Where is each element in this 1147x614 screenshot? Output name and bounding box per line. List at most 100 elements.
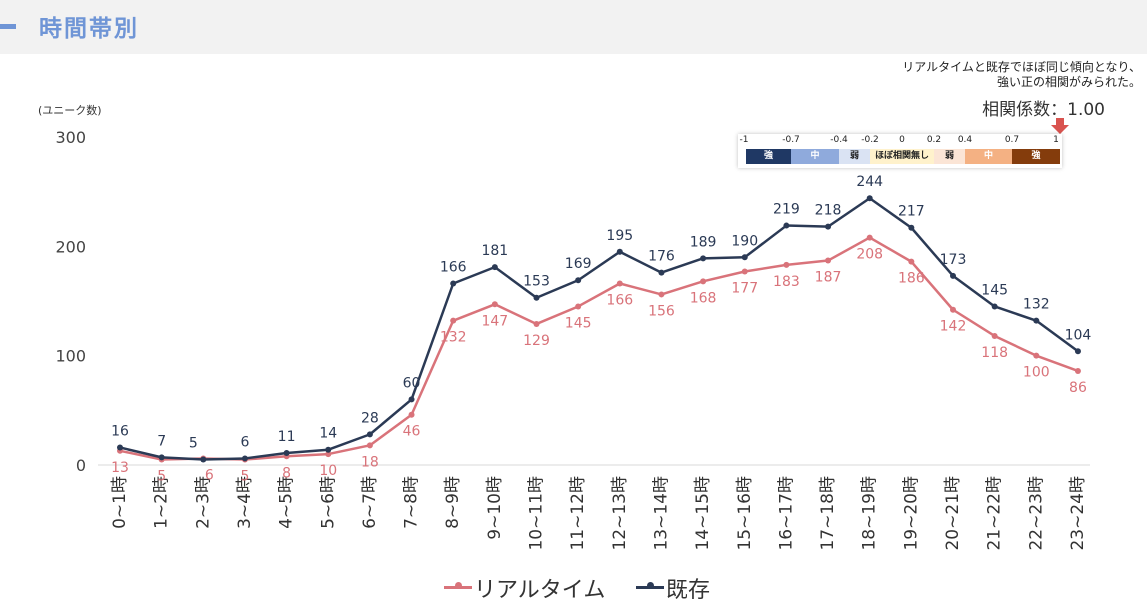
data-label-realtime: 132 [440, 330, 467, 346]
data-label-realtime: 86 [1069, 380, 1087, 396]
data-label-existing: 219 [773, 202, 800, 218]
x-tick-label: 12~13時 [610, 476, 630, 551]
data-label-existing: 176 [648, 249, 675, 265]
data-label-existing: 181 [481, 243, 508, 259]
x-tick-label: 0~1時 [110, 476, 130, 529]
scale-tick-label: 0.7 [1004, 135, 1020, 145]
data-point-realtime [825, 257, 832, 264]
x-tick-label: 23~24時 [1068, 476, 1088, 551]
data-point-existing [658, 269, 665, 276]
x-tick-label: 1~2時 [152, 476, 172, 529]
data-point-realtime [700, 278, 707, 285]
data-label-existing: 244 [856, 174, 883, 190]
data-point-realtime [366, 442, 373, 449]
data-point-existing [1033, 317, 1040, 324]
scale-tick-label: 0 [899, 135, 905, 145]
data-point-existing [950, 272, 956, 279]
data-label-realtime: 46 [403, 424, 421, 440]
scale-segment: ほぼ相関無し [870, 149, 934, 164]
y-tick-label: 300 [55, 128, 86, 147]
y-tick-label: 100 [55, 347, 86, 366]
scale-segment: 中 [791, 149, 839, 164]
scale-segment: 弱 [934, 149, 965, 164]
data-label-realtime: 145 [565, 315, 592, 331]
data-label-existing: 218 [815, 203, 842, 219]
data-point-existing [117, 444, 123, 451]
data-point-existing [241, 455, 248, 462]
data-point-realtime [575, 303, 582, 310]
data-point-realtime [491, 301, 498, 308]
data-point-realtime [1074, 367, 1081, 374]
data-point-existing [325, 446, 332, 453]
header-accent-bar [0, 24, 16, 29]
data-label-existing: 6 [240, 434, 249, 450]
data-label-existing: 14 [319, 426, 337, 442]
data-label-realtime: 129 [523, 333, 550, 349]
data-point-realtime [450, 317, 457, 324]
data-label-realtime: 8 [282, 465, 291, 481]
legend-marker-realtime [455, 582, 462, 589]
data-label-existing: 60 [403, 375, 421, 391]
y-tick-label: 0 [76, 456, 86, 475]
scale-tick-label: -0.2 [861, 135, 879, 145]
x-tick-label: 19~20時 [901, 476, 921, 551]
data-label-realtime: 6 [205, 467, 214, 483]
data-label-realtime: 10 [319, 463, 337, 479]
scale-tick-label: 0.4 [957, 135, 973, 145]
scale-tick-label: -1 [739, 135, 749, 145]
data-label-realtime: 186 [898, 271, 925, 287]
scale-segment: 強 [746, 149, 791, 164]
correlation-value: 相関係数：1.00 [982, 100, 1105, 120]
scale-segment: 中 [965, 149, 1012, 164]
data-point-existing [575, 277, 582, 284]
x-tick-label: 11~12時 [568, 476, 588, 551]
scale-tick-label: -0.4 [830, 135, 848, 145]
data-point-existing [283, 449, 290, 456]
data-point-realtime [908, 258, 915, 265]
data-point-existing [450, 280, 457, 287]
data-label-realtime: 183 [773, 274, 800, 290]
data-label-existing: 132 [1023, 297, 1050, 313]
data-label-existing: 166 [440, 260, 467, 276]
data-label-existing: 173 [940, 252, 967, 268]
correlation-scale: -1 -0.7 -0.4 -0.2 0 0.2 0.4 0.7 1 強中弱ほぼ相関無し弱中強 [738, 134, 1062, 168]
x-tick-label: 18~19時 [860, 476, 880, 551]
data-label-realtime: 187 [815, 270, 842, 286]
data-point-realtime [950, 306, 956, 313]
data-point-existing [908, 224, 915, 231]
data-label-existing: 16 [111, 424, 129, 440]
note-line-2: 強い正の相関がみられた。 [996, 75, 1141, 89]
series-line-realtime [119, 236, 1079, 461]
note-line-1: リアルタイムと既存でほぼ同じ傾向となり、 [902, 60, 1141, 74]
data-label-realtime: 166 [606, 293, 633, 309]
data-point-existing [783, 222, 790, 229]
data-label-existing: 195 [606, 228, 633, 244]
x-tick-label: 17~18時 [818, 476, 838, 551]
data-label-existing: 5 [189, 436, 198, 452]
data-label-realtime: 156 [648, 303, 675, 319]
data-point-existing [533, 294, 540, 301]
data-label-existing: 11 [278, 429, 296, 445]
legend-label-realtime: リアルタイム [474, 578, 606, 603]
data-point-existing [158, 454, 165, 461]
data-point-existing [366, 431, 373, 438]
data-label-existing: 7 [157, 433, 166, 449]
data-label-existing: 28 [361, 410, 379, 426]
data-label-existing: 189 [690, 234, 717, 250]
section-header: 時間帯別 [0, 0, 1147, 54]
x-tick-label: 7~8時 [402, 476, 422, 529]
data-point-existing [1074, 348, 1081, 355]
series-line-existing [119, 196, 1079, 461]
data-point-realtime [866, 234, 873, 241]
data-point-realtime [783, 261, 790, 268]
data-label-realtime: 142 [940, 319, 967, 335]
data-label-realtime: 208 [856, 247, 883, 263]
data-point-realtime [991, 332, 998, 339]
data-label-realtime: 118 [981, 345, 1008, 361]
data-point-existing [700, 255, 707, 262]
data-point-existing [866, 195, 873, 202]
y-axis-label: (ユニーク数) [38, 104, 102, 117]
x-tick-label: 13~14時 [651, 476, 671, 551]
x-tick-label: 6~7時 [360, 476, 380, 529]
